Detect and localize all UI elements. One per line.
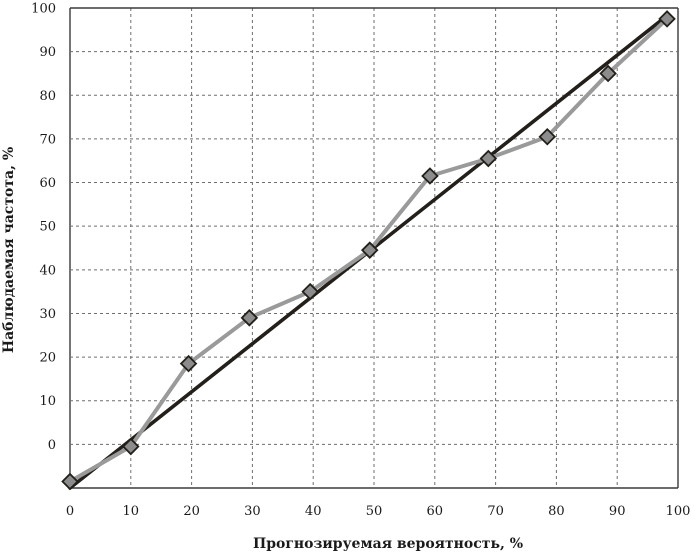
data-point-marker	[301, 282, 319, 301]
data-point-marker	[122, 437, 140, 456]
x-tick-label: 80	[548, 504, 565, 519]
x-tick-label: 50	[366, 504, 383, 519]
data-point-marker	[240, 309, 259, 327]
x-axis-title: Прогнозируемая вероятность, %	[253, 536, 523, 552]
x-tick-label: 90	[609, 504, 626, 519]
x-tick-label: 10	[123, 504, 140, 519]
grid	[69, 7, 679, 489]
x-tick-label: 0	[66, 504, 74, 519]
x-tick-label: 60	[427, 504, 444, 519]
x-tick-label: 20	[183, 504, 200, 519]
y-tick-label: 70	[39, 132, 56, 147]
series	[61, 10, 676, 491]
y-axis-title: Наблюдаемая частота, %	[1, 147, 17, 353]
x-tick-label: 70	[487, 504, 504, 519]
x-tick-label: 100	[666, 504, 691, 519]
y-tick-label: 30	[39, 307, 56, 322]
tick-labels: 0 10 20 30 40 50 60 70 80 90 100 0 10 20 30 40 50 60 70 80 9…	[31, 2, 690, 520]
y-tick-label: 90	[39, 45, 56, 60]
data-point-marker	[61, 472, 79, 491]
data-point-marker	[538, 127, 557, 146]
x-tick-label: 30	[244, 504, 261, 519]
data-point-marker	[479, 149, 498, 168]
y-tick-label: 0	[48, 438, 56, 453]
y-tick-label: 20	[39, 351, 56, 366]
data-point-marker	[421, 167, 439, 185]
y-tick-label: 50	[39, 220, 56, 235]
x-tick-label: 40	[305, 504, 322, 519]
data-point-marker	[658, 10, 676, 28]
y-tick-label: 80	[39, 89, 56, 104]
y-tick-label: 40	[39, 263, 56, 278]
data-point-marker	[599, 64, 617, 83]
y-tick-label: 60	[39, 176, 56, 191]
y-tick-label: 10	[39, 394, 56, 409]
data-point-marker	[179, 354, 198, 373]
y-tick-label: 100	[31, 2, 56, 17]
data-point-marker	[360, 241, 379, 259]
